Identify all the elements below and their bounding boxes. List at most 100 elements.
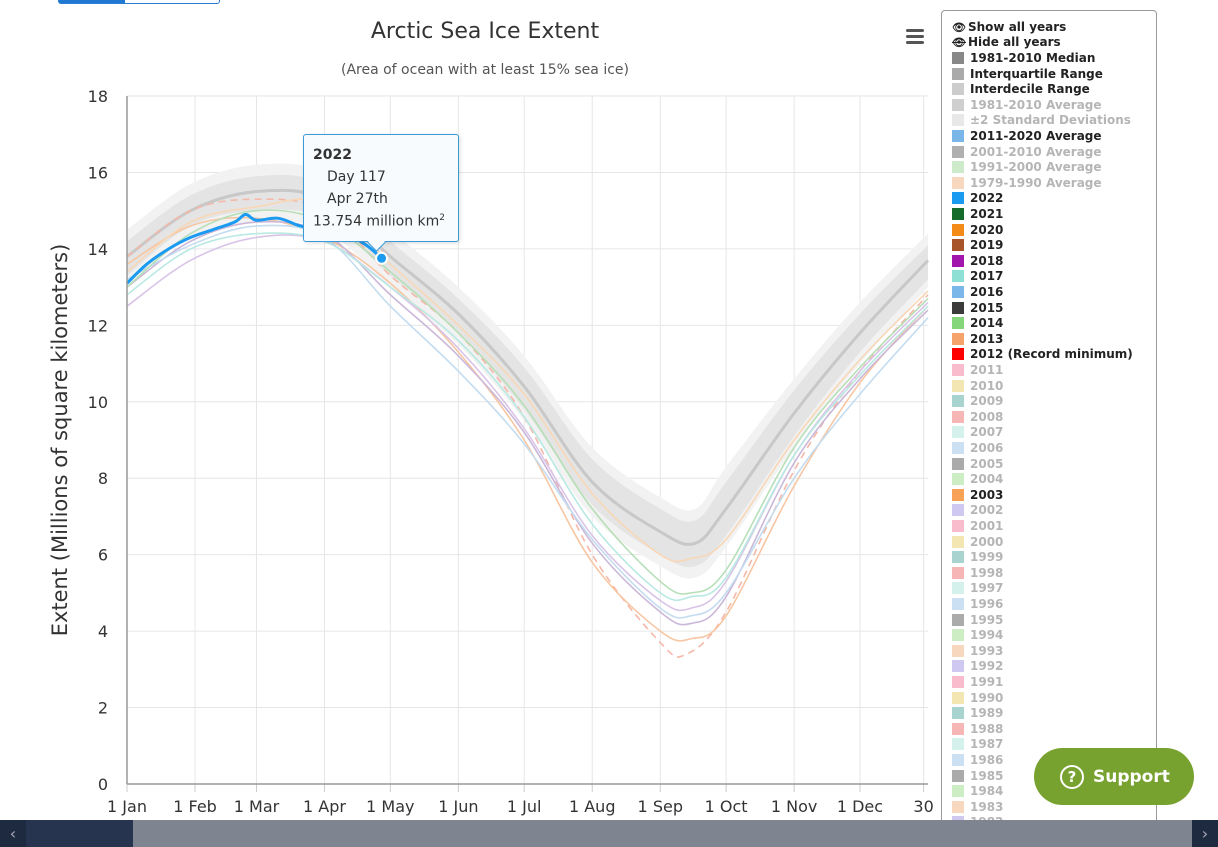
legend-item[interactable]: ±2 Standard Deviations (952, 113, 1131, 129)
legend-swatch (952, 457, 964, 470)
legend-item[interactable]: 2019 (952, 238, 1003, 254)
legend-item[interactable]: 2021 (952, 207, 1003, 223)
legend-item[interactable]: 2001-2010 Average (952, 145, 1102, 161)
legend-label: 1998 (970, 565, 1004, 580)
tooltip-date: Apr 27th (327, 191, 388, 207)
hover-point-marker (375, 251, 389, 265)
eye-icon: 👁 (952, 21, 966, 34)
chart-title: Arctic Sea Ice Extent (371, 19, 600, 44)
legend-item[interactable]: 1986 (952, 753, 1003, 769)
top-tab-indicator[interactable] (58, 0, 220, 4)
legend-swatch (952, 270, 964, 283)
legend-item[interactable]: 2008 (952, 410, 1003, 426)
y-tick-label: 12 (88, 316, 108, 335)
legend-item[interactable]: 2011 (952, 363, 1003, 379)
sea-ice-chart: Arctic Sea Ice Extent (Area of ocean wit… (48, 19, 934, 816)
y-axis-label: Extent (Millions of square kilometers) (48, 244, 72, 637)
legend-item[interactable]: 1983 (952, 800, 1003, 816)
legend-item[interactable]: 1981-2010 Median (952, 51, 1095, 67)
legend-item[interactable]: 1981-2010 Average (952, 98, 1102, 114)
chevron-right-icon[interactable]: › (1192, 820, 1218, 847)
legend-item[interactable]: 2003 (952, 488, 1003, 504)
legend-label: 2017 (970, 269, 1004, 284)
legend-label: 1987 (970, 737, 1004, 752)
legend-item[interactable]: 2013 (952, 332, 1003, 348)
legend-item[interactable]: 2017 (952, 269, 1003, 285)
legend-item[interactable]: 1991-2000 Average (952, 160, 1102, 176)
legend-item[interactable]: 2002 (952, 503, 1003, 519)
x-tick-label: 1 Oct (705, 797, 748, 816)
legend-item[interactable]: 2015 (952, 301, 1003, 317)
legend-swatch (952, 395, 964, 408)
legend-item[interactable]: 1988 (952, 722, 1003, 738)
eye-slash-icon: 👁 (952, 36, 966, 49)
legend-label: 2004 (970, 472, 1004, 487)
legend-item[interactable]: 2007 (952, 425, 1003, 441)
legend-item[interactable]: 1992 (952, 659, 1003, 675)
legend-swatch (952, 738, 964, 751)
legend-label: 1997 (970, 581, 1004, 596)
legend-swatch (952, 722, 964, 735)
legend-swatch (952, 520, 964, 532)
legend-item[interactable]: 1998 (952, 566, 1003, 582)
legend-item[interactable]: 2011-2020 Average (952, 129, 1102, 145)
x-tick-label: 1 Jul (507, 797, 542, 816)
legend-item[interactable]: 1995 (952, 613, 1003, 629)
legend-swatch (952, 379, 964, 392)
scrollbar-thumb[interactable] (26, 820, 133, 847)
chart-menu-button[interactable] (900, 22, 930, 50)
legend-item[interactable]: 2020 (952, 223, 1003, 239)
y-tick-label: 18 (88, 87, 108, 106)
legend-swatch (952, 98, 964, 111)
legend-item[interactable]: 1985 (952, 769, 1003, 785)
legend-label: 2006 (970, 441, 1004, 455)
legend-item[interactable]: 2014 (952, 316, 1003, 332)
legend-item[interactable]: 1996 (952, 597, 1003, 613)
legend-item[interactable]: Interquartile Range (952, 67, 1103, 83)
legend-label: 1988 (970, 721, 1004, 736)
legend-item[interactable]: 2006 (952, 441, 1003, 457)
legend-item[interactable]: 1990 (952, 691, 1003, 707)
legend-label: 1986 (970, 753, 1004, 767)
legend-item[interactable]: 2018 (952, 254, 1003, 270)
legend-label: 2001 (970, 519, 1004, 533)
legend-item[interactable]: 2010 (952, 379, 1003, 395)
legend-item[interactable]: 1994 (952, 628, 1003, 644)
legend-label: 2011 (970, 363, 1004, 377)
legend-item[interactable]: 2001 (952, 519, 1003, 535)
legend-item[interactable]: Interdecile Range (952, 82, 1090, 98)
legend-item[interactable]: 1991 (952, 675, 1003, 691)
hide-all-years-button[interactable]: 👁 Hide all years (952, 35, 1061, 50)
legend-label: 2019 (970, 238, 1004, 253)
legend-item[interactable]: 2016 (952, 285, 1003, 301)
legend-swatch (952, 130, 964, 142)
legend-swatch (952, 161, 964, 174)
legend-item[interactable]: 2000 (952, 535, 1003, 551)
legend-item[interactable]: 2022 (952, 191, 1003, 207)
legend-item[interactable]: 2012 (Record minimum) (952, 347, 1133, 363)
legend-item[interactable]: 1987 (952, 737, 1003, 753)
legend-item[interactable]: 2005 (952, 457, 1003, 473)
legend-item[interactable]: 1999 (952, 550, 1003, 566)
legend-item[interactable]: 1993 (952, 644, 1003, 660)
tooltip-year: 2022 (313, 147, 352, 163)
show-all-years-button[interactable]: 👁 Show all years (952, 20, 1066, 35)
series-line-2014 (126, 209, 929, 595)
legend-label: 1981-2010 Average (970, 97, 1102, 112)
legend-item[interactable]: 1989 (952, 706, 1003, 722)
top-tab-active (59, 0, 125, 3)
legend-swatch (952, 566, 964, 579)
legend-label: 1993 (970, 643, 1004, 658)
horizontal-scrollbar[interactable]: ‹ › (0, 820, 1218, 847)
legend-label: 1989 (970, 706, 1004, 721)
legend-item[interactable]: 1984 (952, 784, 1003, 800)
legend-item[interactable]: 1997 (952, 581, 1003, 597)
chevron-left-icon[interactable]: ‹ (0, 820, 26, 847)
legend-swatch (952, 239, 964, 252)
legend-swatch (952, 52, 964, 64)
legend-item[interactable]: 2004 (952, 472, 1003, 488)
legend-item[interactable]: 1979-1990 Average (952, 176, 1102, 192)
support-button[interactable]: ? Support (1034, 748, 1194, 805)
legend-item[interactable]: 2009 (952, 394, 1003, 410)
legend-swatch (952, 754, 964, 766)
